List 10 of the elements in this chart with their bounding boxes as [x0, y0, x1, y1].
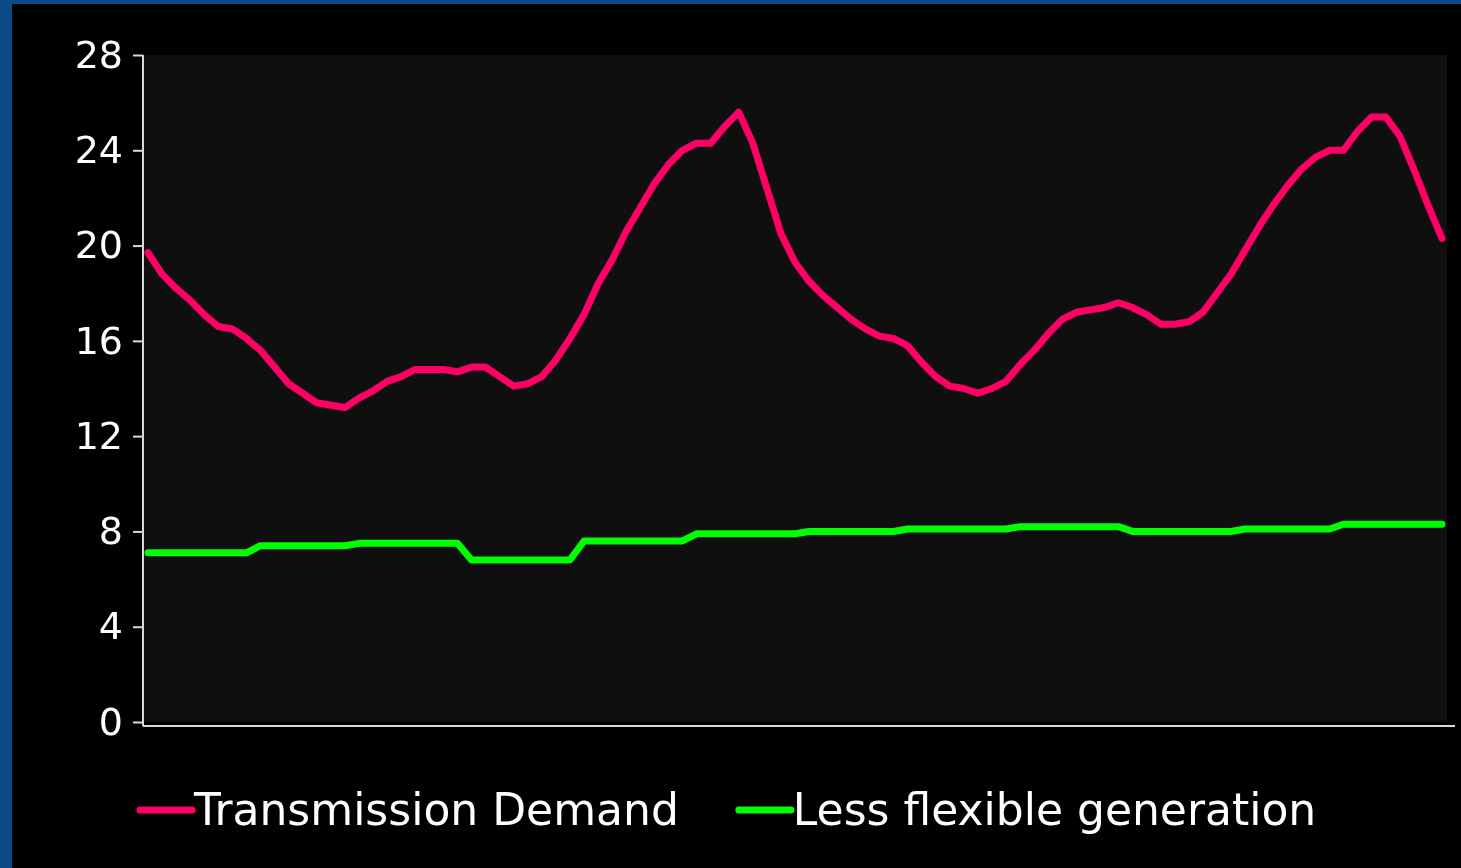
y-tick-label: 24	[74, 127, 123, 172]
y-tick-label: 16	[74, 318, 123, 363]
y-tick-label: 20	[74, 223, 123, 268]
legend-label: Transmission Demand	[193, 784, 679, 836]
y-tick-label: 8	[98, 509, 123, 554]
legend-label: Less flexible generation	[792, 784, 1317, 836]
y-tick-label: 0	[98, 699, 123, 744]
y-tick-label: 28	[74, 32, 123, 77]
y-tick-label: 4	[98, 604, 123, 649]
y-tick-label: 12	[74, 413, 123, 458]
